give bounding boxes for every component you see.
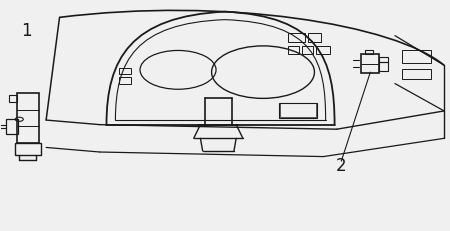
Bar: [302, 46, 313, 54]
Bar: [118, 68, 131, 74]
Bar: [361, 54, 379, 73]
Text: 1: 1: [21, 22, 32, 40]
Bar: [402, 50, 431, 63]
Bar: [15, 143, 41, 155]
Bar: [9, 95, 17, 102]
Bar: [6, 119, 18, 134]
Bar: [279, 103, 317, 118]
Bar: [365, 50, 373, 54]
Bar: [118, 77, 131, 84]
Bar: [402, 69, 431, 79]
Bar: [379, 57, 388, 62]
Bar: [308, 33, 321, 43]
Text: 2: 2: [336, 157, 346, 175]
Bar: [316, 46, 330, 54]
Bar: [17, 93, 39, 143]
Bar: [288, 33, 305, 43]
Bar: [379, 62, 388, 71]
Bar: [288, 46, 299, 54]
Bar: [279, 103, 316, 117]
